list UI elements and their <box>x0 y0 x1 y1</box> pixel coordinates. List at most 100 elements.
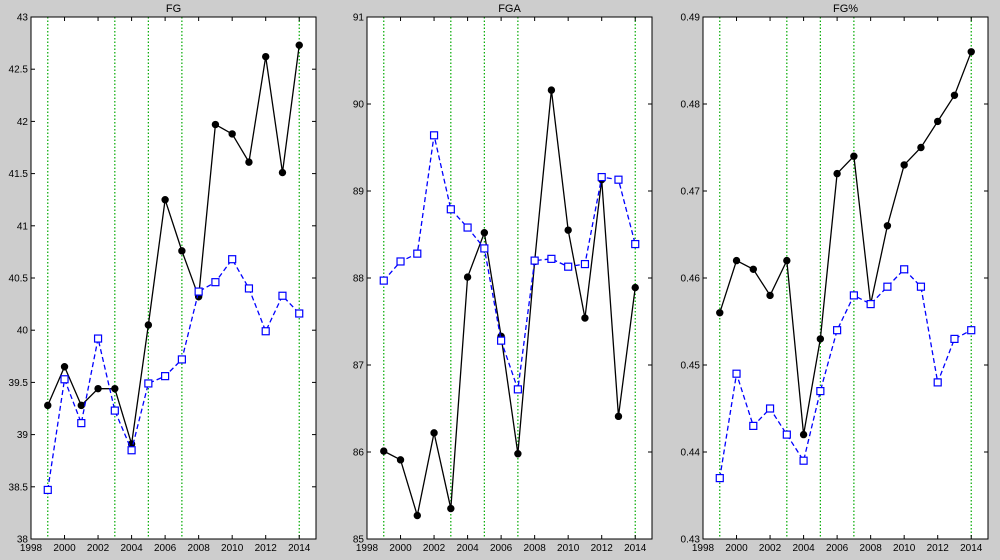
fg-x-tick-label: 2012 <box>255 543 278 554</box>
fga-point-blue <box>463 223 472 232</box>
fg-point-black <box>161 196 169 204</box>
fga-series-blue-line <box>383 135 636 390</box>
fg-pct-y-tick-label: 0.49 <box>681 13 701 24</box>
fga-point-black <box>514 450 522 458</box>
fg-point-black <box>144 321 153 329</box>
fga-y-tick-label: 90 <box>353 100 365 111</box>
fg-pct-plot-area <box>703 17 988 539</box>
fg-point-black <box>77 401 85 410</box>
fg-plot-area <box>31 17 316 539</box>
fg-pct-point-blue <box>866 300 875 309</box>
fg-point-blue <box>228 255 237 264</box>
fga-point-black <box>430 429 438 437</box>
fg-point-black <box>295 41 303 49</box>
fga-y-tick-label: 89 <box>353 187 365 198</box>
fg-y-tick-label: 42 <box>17 117 29 128</box>
fg-pct-point-blue <box>749 421 758 430</box>
fg-pct-y-tick-label: 0.45 <box>681 361 701 372</box>
fga-point-blue <box>597 172 606 182</box>
fg-pct-point-blue <box>967 326 976 335</box>
fg-x-tick-label: 2000 <box>53 543 76 554</box>
fg-axes-frame <box>30 16 317 540</box>
fga-point-black <box>581 314 589 322</box>
fg-pct-point-blue <box>916 282 926 291</box>
fg-pct-point-black <box>950 91 959 100</box>
fg-pct-point-black <box>967 48 975 56</box>
fga-point-black <box>631 283 639 292</box>
fg-pct-y-tick-label: 0.46 <box>681 274 701 285</box>
fga-plot-area <box>367 17 652 539</box>
fg-pct-point-blue <box>900 265 909 274</box>
fg-pct-axes-frame <box>702 16 989 540</box>
fg-point-black <box>211 120 220 129</box>
fga-point-blue <box>513 385 522 394</box>
fga-series-black-line <box>383 90 636 516</box>
fg-pct-point-blue <box>816 387 825 396</box>
fg-y-tick-label: 43 <box>17 13 29 24</box>
fg-pct-point-black <box>900 161 908 169</box>
fg-pct-point-black <box>799 430 808 439</box>
fga-point-blue <box>564 262 573 271</box>
fg-pct-y-tick-label: 0.43 <box>681 535 701 546</box>
fg-pct-point-blue <box>849 291 858 300</box>
fga-x-tick-label: 2012 <box>591 543 614 554</box>
fg-point-blue <box>278 291 287 300</box>
fg-panel: FG 1998 2000 2002 2004 2006 2008 2010 2012 2014 38… <box>9 3 317 554</box>
fga-y-tick-label: 91 <box>353 13 365 24</box>
fga-point-blue <box>413 249 422 258</box>
fg-pct-series-black-line <box>719 51 972 435</box>
fg-pct-y-tick-label: 0.48 <box>681 100 701 111</box>
fg-pct-point-black <box>934 117 942 126</box>
fg-y-tick-label: 41.5 <box>9 169 29 180</box>
fg-pct-series-blue-line <box>719 268 972 479</box>
fga-point-blue <box>547 254 556 263</box>
fg-point-black <box>178 247 186 255</box>
fg-x-tick-label: 2014 <box>288 543 311 554</box>
fg-x-tick-label: 2002 <box>87 543 110 554</box>
fg-pct-point-blue <box>883 282 892 291</box>
fg-point-black <box>60 363 69 371</box>
fga-point-blue <box>480 244 489 253</box>
fga-x-tick-label: 2004 <box>456 543 479 554</box>
fga-x-tick-label: 2014 <box>624 543 647 554</box>
fga-point-blue <box>580 259 590 269</box>
fga-panel: FGA 1998 2000 2002 2004 2006 2008 2010 2012 2014 8… <box>353 3 653 554</box>
fg-point-blue <box>211 278 220 287</box>
fga-point-blue <box>530 256 539 265</box>
fga-point-black <box>614 412 623 421</box>
fg-pct-y-tick-label: 0.47 <box>681 187 701 198</box>
fg-pct-point-black <box>850 152 858 160</box>
fg-series-black-line <box>47 45 300 445</box>
fg-x-tick-label: 2010 <box>221 543 244 554</box>
fga-y-tick-label: 86 <box>353 448 365 459</box>
fg-pct-x-tick-label: 2014 <box>960 543 983 554</box>
fg-point-black <box>245 158 253 166</box>
fg-y-tick-label: 40 <box>17 326 29 337</box>
fga-point-black <box>396 456 405 464</box>
fga-title: FGA <box>498 3 521 15</box>
fg-point-blue <box>110 406 119 415</box>
fg-y-tick-label: 38 <box>17 535 29 546</box>
fg-point-black <box>228 130 236 138</box>
fg-y-tick-label: 39.5 <box>9 378 29 389</box>
fg-point-black <box>94 384 102 393</box>
fg-pct-x-tick-label: 2004 <box>792 543 815 554</box>
fga-x-tick-label: 1998 <box>356 543 379 554</box>
fga-x-tick-label: 2010 <box>557 543 580 554</box>
fga-point-black <box>564 226 572 234</box>
fg-pct-point-black <box>816 335 825 343</box>
fg-pct-point-black <box>749 265 757 273</box>
fg-pct-point-blue <box>833 326 842 335</box>
fga-point-blue <box>497 336 506 345</box>
fga-point-blue <box>614 175 623 184</box>
fg-pct-x-tick-label: 2008 <box>860 543 883 554</box>
fg-point-black <box>111 384 119 393</box>
fg-point-blue <box>261 327 270 336</box>
fg-y-tick-label: 41 <box>17 221 29 232</box>
fg-pct-x-tick-label: 2002 <box>759 543 782 554</box>
fg-pct-title: FG% <box>833 3 858 15</box>
fg-point-blue <box>177 355 186 364</box>
fga-point-blue <box>446 205 455 214</box>
fg-pct-point-blue <box>950 334 959 343</box>
